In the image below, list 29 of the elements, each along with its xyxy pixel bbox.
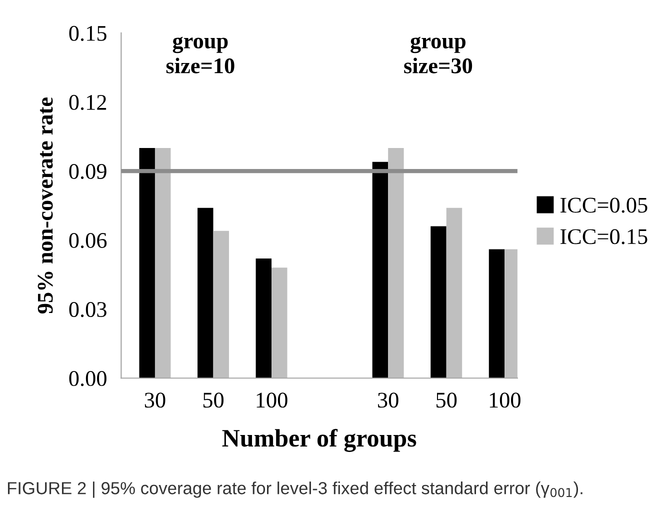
bar [198, 208, 214, 378]
y-tick-label: 0.12 [69, 94, 106, 110]
bar [154, 148, 171, 378]
legend-label: ICC=0.05 [560, 198, 648, 213]
y-tick-label: 0.09 [69, 164, 106, 180]
legend-label: ICC=0.15 [560, 229, 648, 244]
x-tick-label: 100 [256, 392, 288, 408]
bar [213, 230, 229, 378]
caption: FIGURE 2 | 95% coverage rate for level-3 fixed effect standard error (γ$_{001}$). [8, 482, 582, 498]
x-tick-label: 30 [144, 392, 166, 408]
y-axis-title: 95% non-coverate rate [38, 98, 53, 314]
x-tick-label: 30 [378, 392, 398, 408]
bar [372, 162, 388, 378]
x-tick-label: 50 [436, 392, 457, 408]
annotation: group size=30 [404, 36, 472, 74]
x-axis-title: Number of groups [222, 428, 416, 452]
bar [430, 226, 446, 378]
x-tick-label: 50 [203, 392, 224, 408]
y-tick-label: 0.15 [69, 26, 106, 41]
bar [256, 258, 272, 378]
annotation: group size=10 [166, 36, 234, 74]
bar [388, 148, 404, 378]
bar [272, 268, 288, 378]
x-tick-label: 100 [490, 392, 520, 408]
bar [139, 148, 155, 378]
y-tick-label: 0.00 [69, 371, 106, 386]
bar [446, 208, 462, 378]
y-tick-label: 0.06 [69, 232, 107, 248]
y-tick-label: 0.03 [69, 302, 106, 318]
